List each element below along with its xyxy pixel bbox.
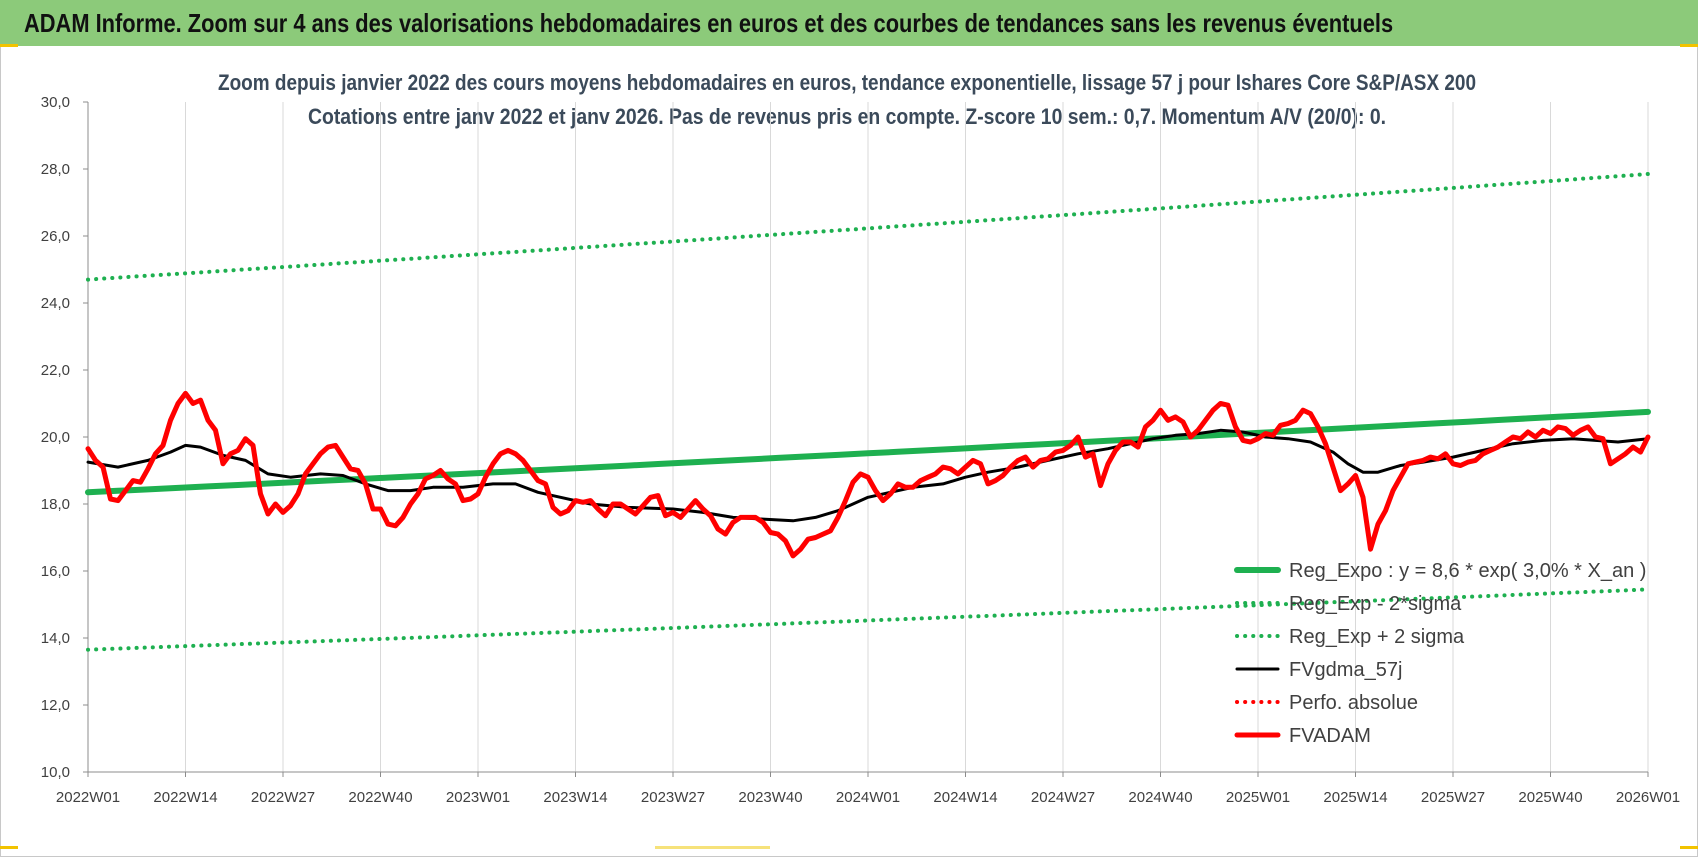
x-tick-label: 2022W40	[348, 789, 412, 806]
chart-title-line-1: Zoom depuis janvier 2022 des cours moyen…	[218, 70, 1476, 95]
y-tick-label: 12,0	[41, 697, 70, 714]
series-line-5	[85, 390, 1651, 559]
x-axis: 2022W01 2022W14 2022W27 2022W40 2023W01 2023W…	[56, 771, 1680, 806]
y-tick-label: 28,0	[41, 161, 70, 178]
y-tick-label: 26,0	[41, 228, 70, 245]
y-axis: 10,0 12,0 14,0 16,0 18,0 20,0 22,0 24,0 26,0 28,0…	[41, 94, 89, 781]
x-tick-label: 2023W40	[738, 789, 802, 806]
y-tick-label: 20,0	[41, 429, 70, 446]
selection-marker-bottom	[655, 846, 770, 849]
x-tick-label: 2022W27	[251, 789, 315, 806]
x-tick-label: 2022W14	[153, 789, 217, 806]
x-tick-label: 2024W14	[933, 789, 997, 806]
chart-title-line-2: Cotations entre janv 2022 et janv 2026. …	[308, 104, 1386, 129]
legend-label: Reg_Exp + 2 sigma	[1289, 626, 1465, 648]
legend-label: FVADAM	[1289, 725, 1371, 747]
title-banner: ADAM Informe. Zoom sur 4 ans des valoris…	[0, 0, 1698, 46]
legend-label: FVgdma_57j	[1289, 659, 1402, 681]
grid-lines	[185, 102, 1649, 772]
x-tick-label: 2024W01	[836, 789, 900, 806]
y-tick-label: 14,0	[41, 630, 70, 647]
corner-marker-top-right	[1680, 44, 1698, 47]
x-tick-label: 2026W01	[1616, 789, 1680, 806]
series-group	[85, 172, 1651, 652]
x-tick-label: 2025W40	[1518, 789, 1582, 806]
corner-marker-top-left	[0, 44, 18, 47]
y-tick-label: 24,0	[41, 295, 70, 312]
y-tick-label: 30,0	[41, 94, 70, 111]
x-tick-label: 2024W27	[1031, 789, 1095, 806]
corner-marker-bottom-right	[1680, 846, 1698, 849]
legend: Reg_Expo : y = 8,6 * exp( 3,0% * X_an ) R…	[1234, 560, 1646, 747]
banner-title: ADAM Informe. Zoom sur 4 ans des valoris…	[24, 8, 1394, 38]
series-line-2	[86, 172, 1650, 282]
x-tick-label: 2025W14	[1323, 789, 1387, 806]
y-tick-label: 16,0	[41, 563, 70, 580]
x-tick-label: 2022W01	[56, 789, 120, 806]
x-tick-label: 2025W27	[1421, 789, 1485, 806]
series-line-1	[86, 587, 1650, 652]
x-tick-label: 2023W14	[543, 789, 607, 806]
x-tick-label: 2025W01	[1226, 789, 1290, 806]
y-tick-label: 22,0	[41, 362, 70, 379]
legend-label: Reg_Exp - 2*sigma	[1289, 593, 1462, 615]
x-tick-label: 2023W01	[446, 789, 510, 806]
x-tick-label: 2023W27	[641, 789, 705, 806]
y-tick-label: 10,0	[41, 764, 70, 781]
y-tick-label: 18,0	[41, 496, 70, 513]
x-tick-label: 2024W40	[1128, 789, 1192, 806]
series-line-0	[85, 408, 1651, 496]
corner-marker-bottom-left	[0, 846, 18, 849]
legend-label: Perfo. absolue	[1289, 692, 1418, 714]
legend-label: Reg_Expo : y = 8,6 * exp( 3,0% * X_an )	[1289, 560, 1646, 582]
